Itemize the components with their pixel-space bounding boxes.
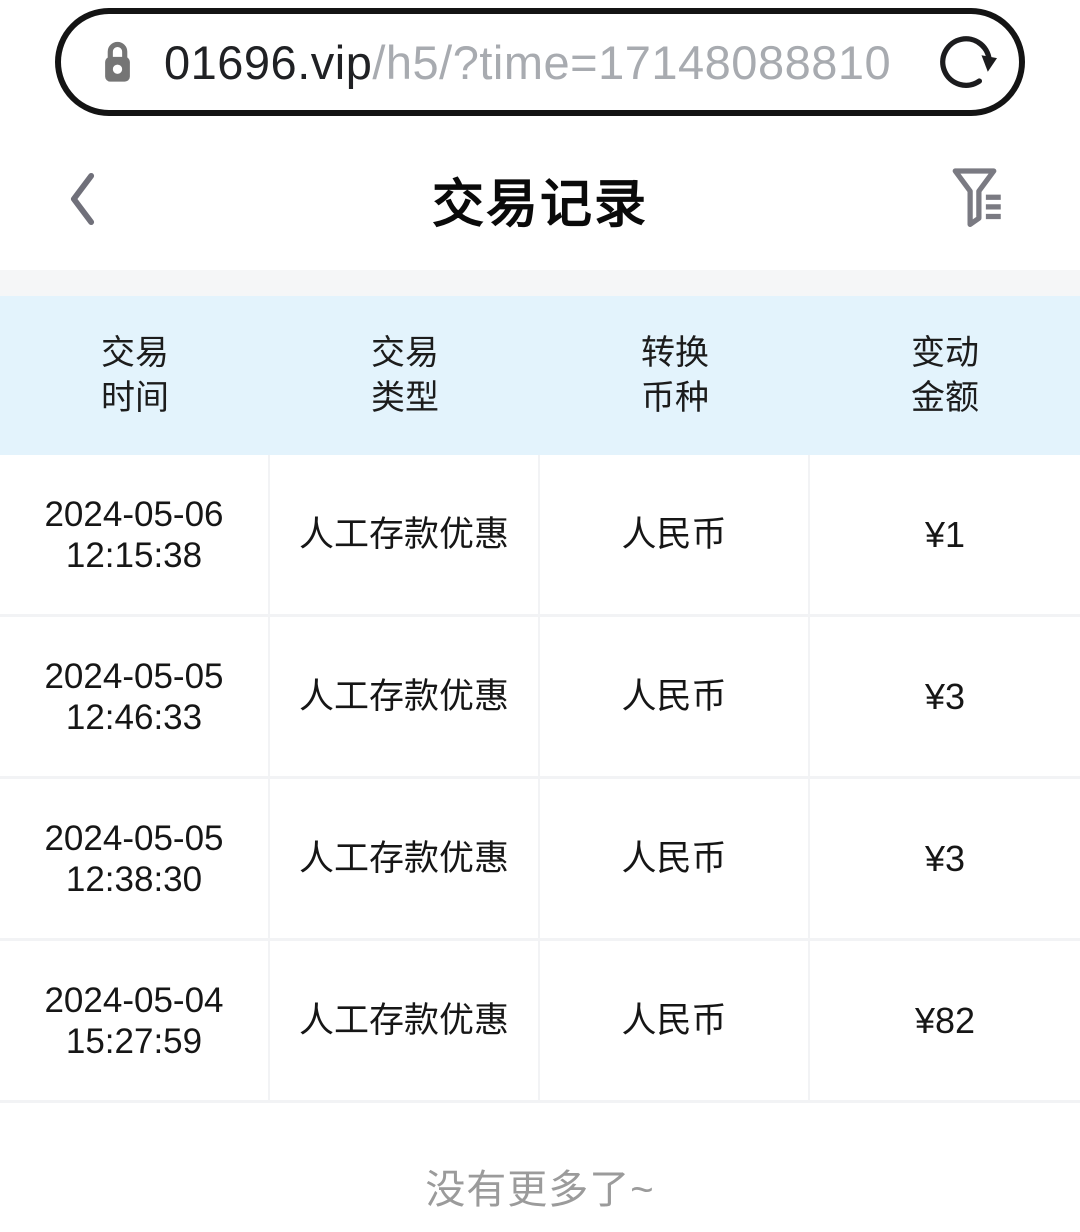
- browser-chrome: 01696.vip/h5/?time=17148088810: [0, 0, 1080, 128]
- url-path: /h5/?time=17148088810: [372, 35, 892, 89]
- filter-funnel-icon: [952, 168, 1001, 227]
- cell-type: 人工存款优惠: [270, 455, 540, 614]
- cell-time: 2024-05-04 15:27:59: [0, 941, 270, 1100]
- column-header-amount: 变动 金额: [911, 333, 979, 417]
- cell-type: 人工存款优惠: [270, 941, 540, 1100]
- cell-type: 人工存款优惠: [270, 779, 540, 938]
- column-header-time: 交易 时间: [101, 333, 169, 417]
- table-header: 交易 时间 交易 类型 转换 币种 变动 金额: [0, 296, 1080, 455]
- cell-time: 2024-05-05 12:46:33: [0, 617, 270, 776]
- cell-currency: 人民币: [540, 455, 810, 614]
- table-row[interactable]: 2024-05-04 15:27:59 人工存款优惠 人民币 ¥82: [0, 941, 1080, 1103]
- reload-button[interactable]: [935, 31, 997, 93]
- page-title: 交易记录: [431, 175, 649, 234]
- filter-button[interactable]: [946, 158, 1010, 241]
- cell-currency: 人民币: [540, 617, 810, 776]
- cell-amount: ¥3: [924, 838, 966, 879]
- table-row[interactable]: 2024-05-05 12:46:33 人工存款优惠 人民币 ¥3: [0, 617, 1080, 779]
- cell-type: 人工存款优惠: [270, 617, 540, 776]
- cell-amount: ¥1: [924, 514, 966, 555]
- column-header-type: 交易 类型: [371, 333, 439, 417]
- url-domain: 01696.vip: [164, 35, 373, 89]
- chevron-left-icon: [70, 172, 95, 226]
- table-row[interactable]: 2024-05-06 12:15:38 人工存款优惠 人民币 ¥1: [0, 455, 1080, 617]
- cell-currency: 人民币: [540, 941, 810, 1100]
- url-bar[interactable]: 01696.vip/h5/?time=17148088810: [55, 8, 1025, 116]
- lock-icon: [101, 40, 134, 84]
- cell-time: 2024-05-06 12:15:38: [0, 455, 270, 614]
- table-row[interactable]: 2024-05-05 12:38:30 人工存款优惠 人民币 ¥3: [0, 779, 1080, 941]
- back-button[interactable]: [62, 166, 103, 232]
- column-header-currency: 转换 币种: [641, 333, 709, 417]
- cell-amount: ¥82: [914, 1000, 976, 1041]
- cell-amount: ¥3: [924, 676, 966, 717]
- nav-bar: 交易记录: [0, 128, 1080, 270]
- transaction-table: 2024-05-06 12:15:38 人工存款优惠 人民币 ¥1 2024-0…: [0, 455, 1080, 1103]
- cell-time: 2024-05-05 12:38:30: [0, 779, 270, 938]
- url-text[interactable]: 01696.vip/h5/?time=17148088810: [164, 35, 921, 90]
- cell-currency: 人民币: [540, 779, 810, 938]
- header-divider-strip: [0, 270, 1080, 296]
- no-more-label: 没有更多了~: [425, 1168, 655, 1212]
